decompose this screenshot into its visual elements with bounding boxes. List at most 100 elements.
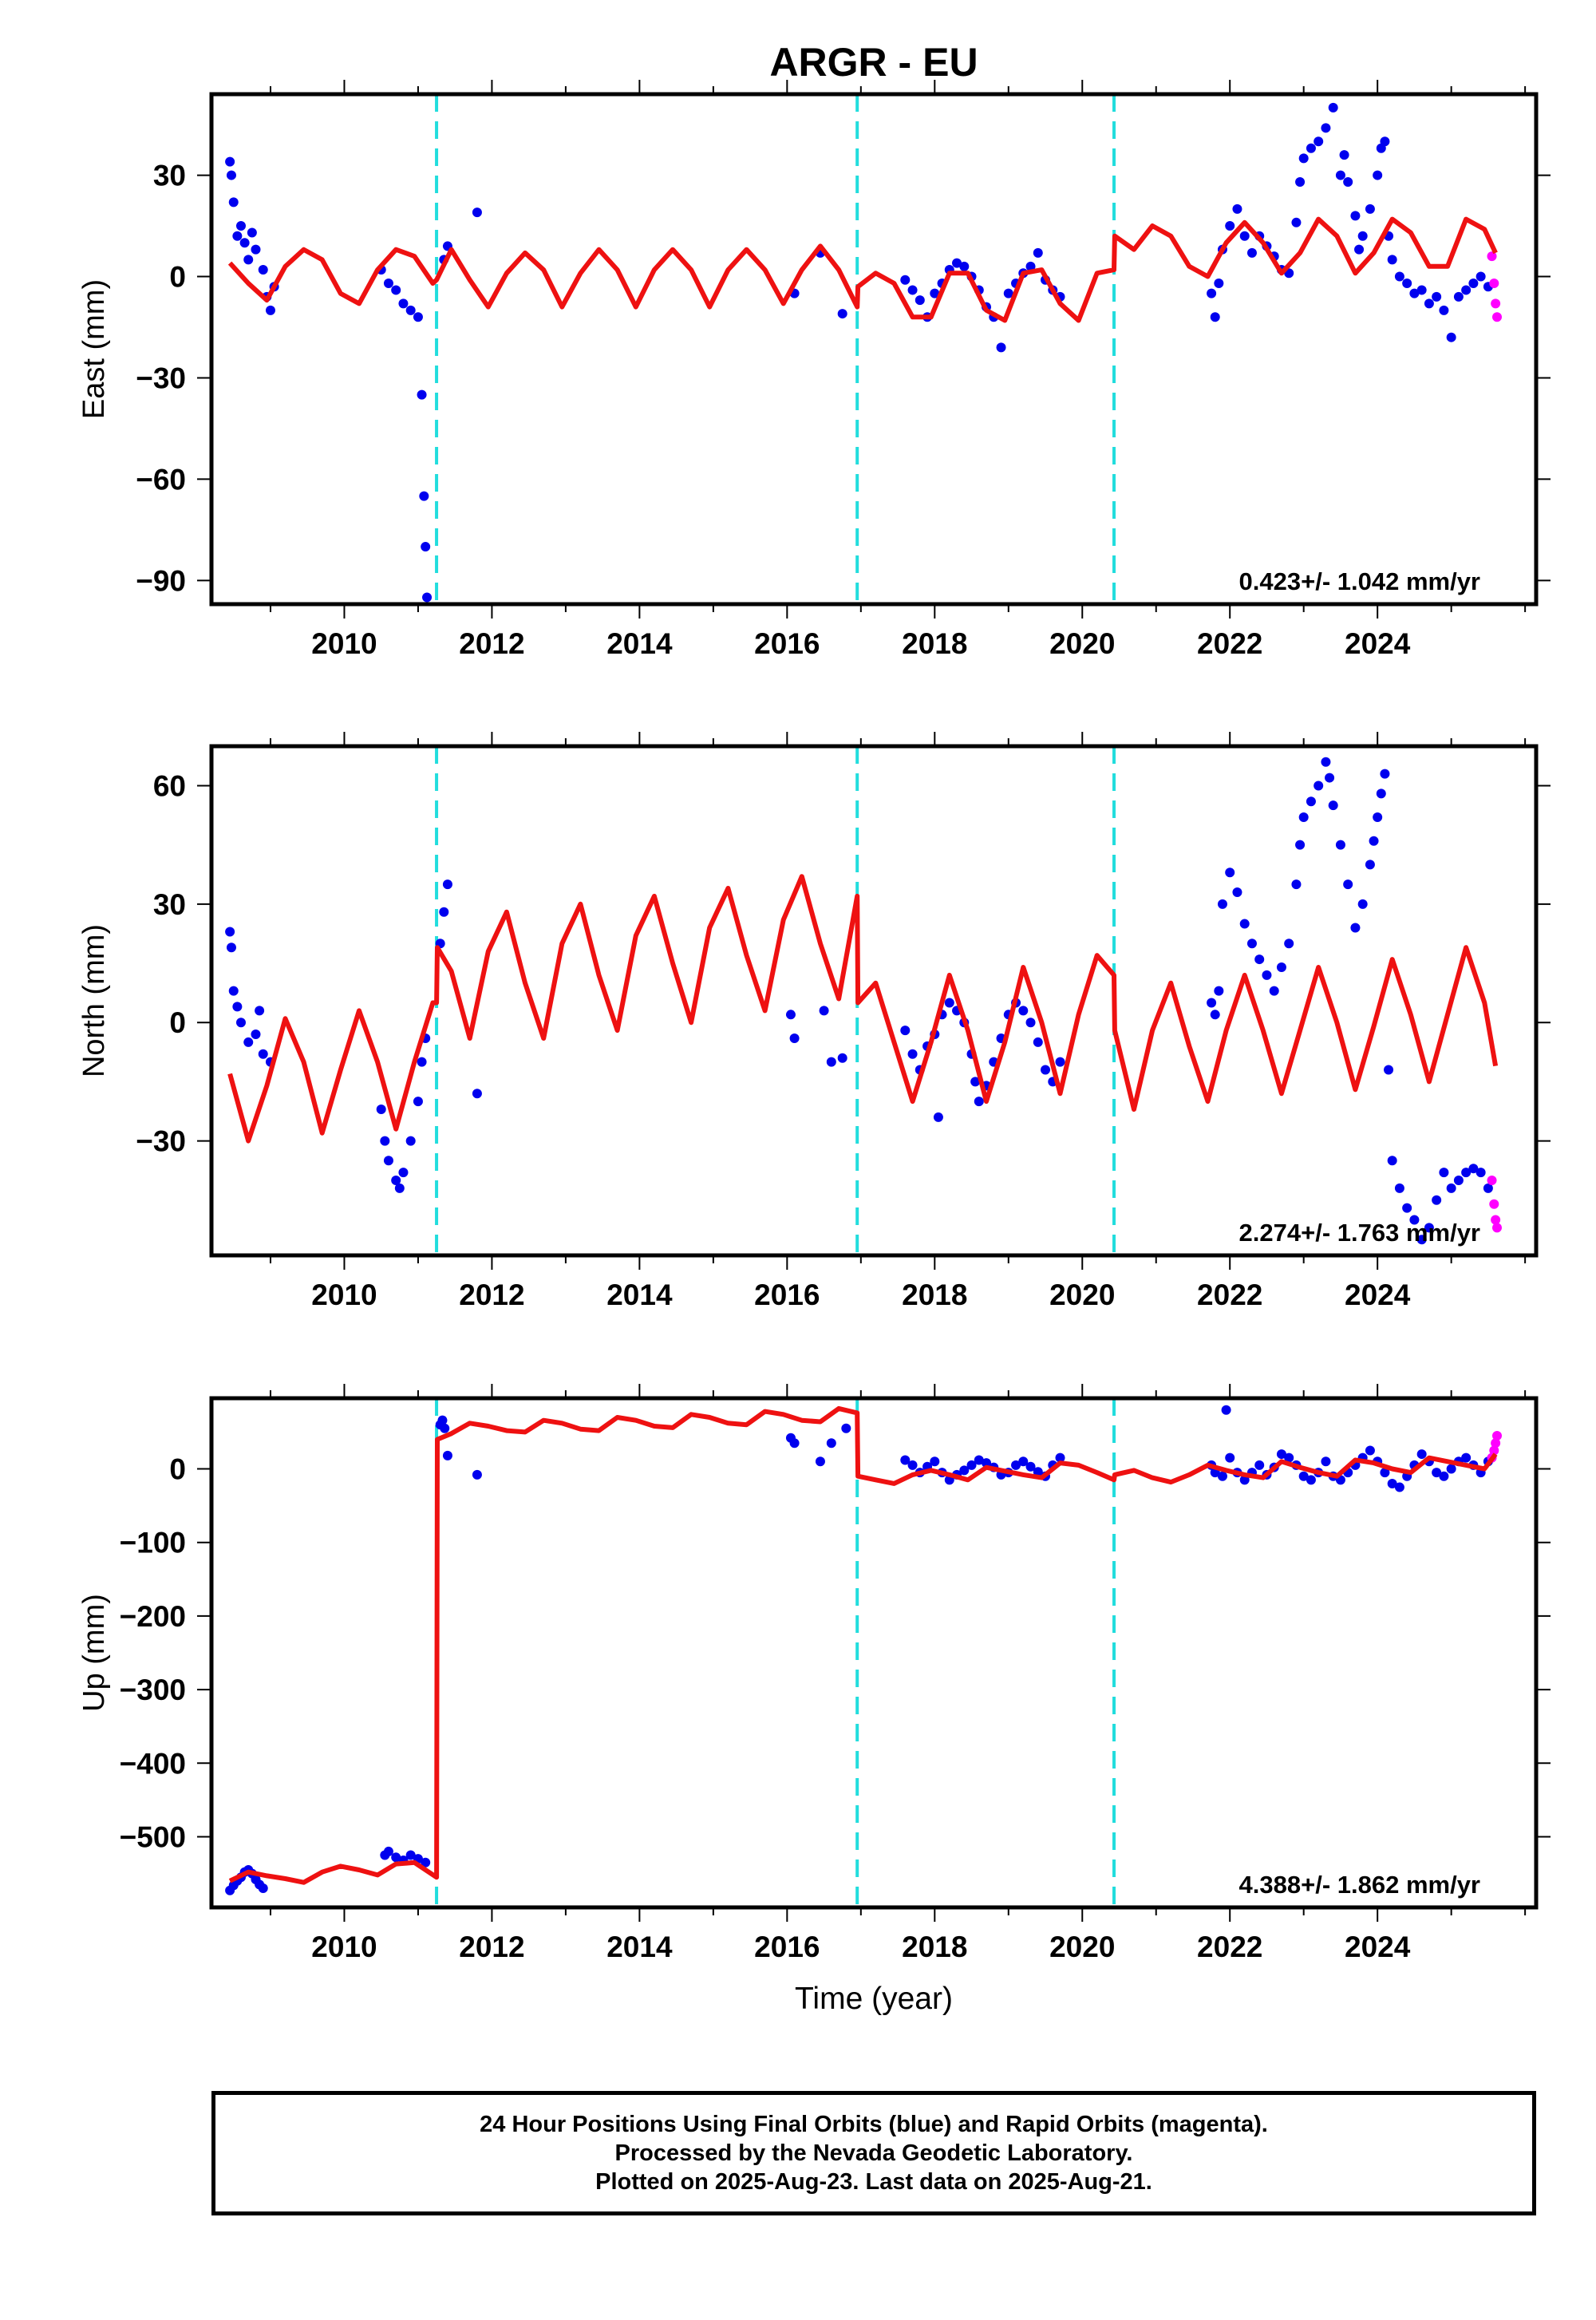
rapid-orbit-point bbox=[1491, 1223, 1502, 1233]
final-orbit-point bbox=[1380, 136, 1390, 147]
final-orbit-point bbox=[1276, 962, 1286, 972]
final-orbit-point bbox=[1369, 836, 1379, 846]
final-orbit-point bbox=[1225, 1452, 1235, 1463]
final-orbit-point bbox=[1354, 244, 1365, 255]
final-orbit-point bbox=[405, 1136, 416, 1146]
final-orbit-point bbox=[1298, 812, 1309, 823]
y-tick-label: 0 bbox=[169, 261, 186, 294]
footer-line-3: Plotted on 2025-Aug-23. Last data on 202… bbox=[595, 2169, 1152, 2195]
final-orbit-point bbox=[1409, 288, 1420, 298]
final-orbit-point bbox=[837, 309, 847, 319]
final-orbit-point bbox=[819, 1006, 829, 1016]
final-orbit-point bbox=[1343, 177, 1353, 188]
final-orbit-point bbox=[1210, 312, 1220, 322]
final-orbit-point bbox=[1314, 136, 1324, 147]
velocity-rate-label: 4.388+/- 1.862 mm/yr bbox=[1239, 1871, 1480, 1899]
x-axis-label: Time (year) bbox=[795, 1982, 953, 2016]
final-orbit-point bbox=[1025, 261, 1036, 271]
final-orbit-point bbox=[1269, 986, 1279, 996]
final-orbit-point bbox=[1468, 278, 1479, 288]
final-orbit-point bbox=[1225, 868, 1235, 878]
final-orbit-point bbox=[380, 1136, 390, 1146]
velocity-rate-label: 2.274+/- 1.763 mm/yr bbox=[1239, 1219, 1480, 1247]
x-tick-label: 2014 bbox=[606, 1931, 673, 1963]
final-orbit-point bbox=[1483, 1183, 1493, 1193]
final-orbit-point bbox=[1214, 986, 1224, 996]
final-orbit-point bbox=[1343, 879, 1353, 890]
rapid-orbit-point bbox=[1491, 312, 1502, 322]
rapid-orbit-point bbox=[1491, 1438, 1501, 1449]
final-orbit-point bbox=[394, 1183, 405, 1193]
final-orbit-point bbox=[258, 1883, 268, 1894]
final-orbit-point bbox=[1424, 298, 1434, 309]
final-orbit-point bbox=[235, 1018, 246, 1028]
final-orbit-point bbox=[1210, 1010, 1220, 1020]
final-orbit-point bbox=[1476, 271, 1486, 282]
final-orbit-point bbox=[1321, 123, 1331, 133]
final-orbit-point bbox=[419, 491, 429, 501]
final-orbit-point bbox=[1328, 102, 1338, 113]
x-tick-label: 2014 bbox=[606, 1279, 673, 1311]
final-orbit-point bbox=[247, 227, 257, 238]
rapid-orbit-point bbox=[1489, 1445, 1499, 1456]
final-orbit-point bbox=[1291, 879, 1302, 890]
x-tick-label: 2020 bbox=[1049, 1931, 1115, 1963]
final-orbit-point bbox=[1262, 970, 1272, 980]
final-orbit-point bbox=[405, 305, 416, 315]
model-fit-line bbox=[227, 216, 1498, 323]
final-orbit-point bbox=[900, 1455, 911, 1465]
x-tick-label: 2014 bbox=[606, 627, 673, 660]
final-orbit-point bbox=[1432, 1195, 1442, 1205]
y-axis-label: North (mm) bbox=[77, 924, 111, 1077]
final-orbit-point bbox=[1394, 1482, 1404, 1492]
final-orbit-point bbox=[251, 1030, 261, 1040]
final-orbit-point bbox=[952, 258, 962, 268]
final-orbit-point bbox=[1321, 757, 1331, 767]
final-orbit-point bbox=[383, 278, 393, 288]
final-orbit-point bbox=[1365, 204, 1375, 214]
final-orbit-point bbox=[1387, 1156, 1397, 1166]
final-orbit-point bbox=[421, 1857, 431, 1867]
final-orbit-point bbox=[1325, 773, 1335, 783]
final-orbit-point bbox=[1380, 769, 1390, 779]
final-orbit-point bbox=[1394, 1183, 1404, 1193]
y-tick-label: 30 bbox=[153, 888, 186, 921]
final-orbit-point bbox=[391, 1176, 401, 1186]
final-orbit-point bbox=[1439, 1471, 1449, 1481]
final-orbit-point bbox=[841, 1423, 851, 1433]
footer-note: 24 Hour Positions Using Final Orbits (bl… bbox=[211, 2091, 1536, 2215]
final-orbit-point bbox=[1055, 1452, 1065, 1463]
final-orbit-point bbox=[1314, 781, 1324, 791]
rapid-orbit-point bbox=[1487, 251, 1497, 262]
x-tick-label: 2016 bbox=[754, 627, 820, 660]
final-orbit-point bbox=[1468, 1164, 1479, 1174]
y-tick-label: −300 bbox=[120, 1674, 186, 1706]
final-orbit-point bbox=[1373, 170, 1383, 180]
final-orbit-point bbox=[1365, 1445, 1375, 1456]
y-tick-label: −60 bbox=[136, 463, 186, 496]
x-tick-label: 2020 bbox=[1049, 1279, 1115, 1311]
final-orbit-point bbox=[225, 927, 235, 937]
final-orbit-point bbox=[258, 1049, 268, 1059]
rapid-orbit-point bbox=[1489, 1199, 1499, 1209]
final-orbit-point bbox=[417, 1057, 427, 1067]
model-fit-line bbox=[227, 874, 1499, 1144]
x-tick-label: 2012 bbox=[459, 1279, 524, 1311]
final-orbit-point bbox=[1384, 1065, 1394, 1075]
final-orbit-point bbox=[915, 295, 925, 306]
x-tick-label: 2016 bbox=[754, 1279, 820, 1311]
final-orbit-point bbox=[1416, 285, 1427, 295]
plot-area bbox=[225, 1398, 1502, 1907]
final-orbit-point bbox=[1387, 255, 1397, 265]
final-orbit-point bbox=[243, 1037, 254, 1047]
final-orbit-point bbox=[974, 1097, 984, 1107]
final-orbit-point bbox=[1439, 305, 1449, 315]
final-orbit-point bbox=[1246, 939, 1257, 949]
final-orbit-point bbox=[1335, 170, 1345, 180]
final-orbit-point bbox=[982, 1458, 992, 1468]
velocity-rate-label: 0.423+/- 1.042 mm/yr bbox=[1239, 567, 1480, 595]
y-tick-label: −30 bbox=[136, 362, 186, 394]
y-tick-label: 60 bbox=[153, 769, 186, 802]
final-orbit-point bbox=[1446, 332, 1456, 342]
y-tick-label: −200 bbox=[120, 1600, 186, 1633]
